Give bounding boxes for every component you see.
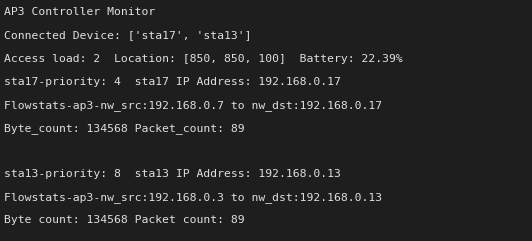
Text: Byte_count: 134568 Packet_count: 89: Byte_count: 134568 Packet_count: 89 [4, 123, 245, 134]
Text: Connected Device: ['sta17', 'sta13']: Connected Device: ['sta17', 'sta13'] [4, 30, 252, 40]
Text: Access load: 2  Location: [850, 850, 100]  Battery: 22.39%: Access load: 2 Location: [850, 850, 100]… [4, 54, 403, 63]
Text: AP3 Controller Monitor: AP3 Controller Monitor [4, 7, 155, 17]
Text: sta13-priority: 8  sta13 IP Address: 192.168.0.13: sta13-priority: 8 sta13 IP Address: 192.… [4, 169, 341, 179]
Text: Byte count: 134568 Packet count: 89: Byte count: 134568 Packet count: 89 [4, 215, 245, 225]
Text: sta17-priority: 4  sta17 IP Address: 192.168.0.17: sta17-priority: 4 sta17 IP Address: 192.… [4, 77, 341, 87]
Text: Flowstats-ap3-nw_src:192.168.0.3 to nw_dst:192.168.0.13: Flowstats-ap3-nw_src:192.168.0.3 to nw_d… [4, 192, 383, 203]
Text: Flowstats-ap3-nw_src:192.168.0.7 to nw_dst:192.168.0.17: Flowstats-ap3-nw_src:192.168.0.7 to nw_d… [4, 100, 383, 111]
